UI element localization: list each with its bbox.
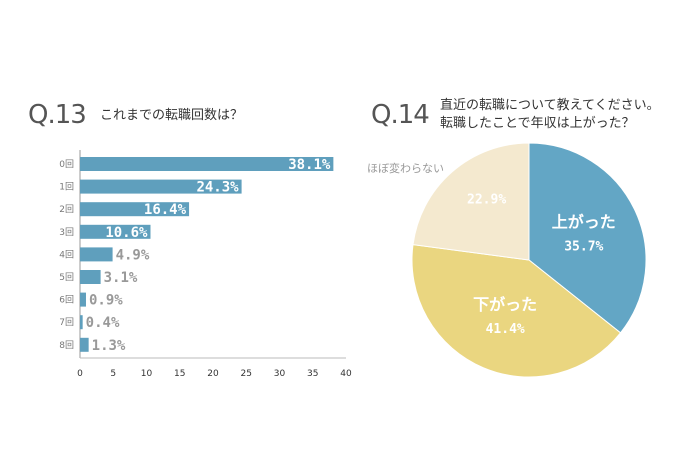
bar-value-label: 0.4% bbox=[86, 315, 120, 331]
pie-slice-label: ほぼ変わらない bbox=[367, 161, 444, 175]
pie-value-label: 41.4% bbox=[486, 322, 525, 337]
bar bbox=[80, 337, 89, 352]
bar bbox=[80, 224, 151, 239]
x-tick-label: 40 bbox=[340, 369, 352, 379]
x-tick-label: 35 bbox=[307, 369, 318, 379]
category-label: 0回 bbox=[59, 159, 74, 170]
pie-value-label: 35.7% bbox=[564, 240, 603, 255]
x-tick-label: 30 bbox=[274, 369, 286, 379]
pie-slice-label: 上がった bbox=[552, 213, 616, 232]
q13-bar-chart: 0回 38.1% 1回 24.3% 2回 16.4% 3回 10.6% 4回 4.9% 5回 3.1%… bbox=[59, 150, 352, 379]
x-tick-label: 0 bbox=[77, 369, 83, 379]
pie-slice-label: 下がった bbox=[473, 295, 537, 314]
bar-value-label: 38.1% bbox=[288, 157, 331, 173]
pie-slice bbox=[412, 142, 530, 261]
category-label: 2回 bbox=[59, 204, 74, 215]
category-label: 3回 bbox=[59, 227, 74, 238]
bar bbox=[80, 179, 242, 194]
q14-question-line1: 直近の転職について教えてください。 bbox=[440, 98, 660, 113]
bar bbox=[80, 247, 113, 262]
pie-slice bbox=[528, 142, 647, 334]
bar bbox=[80, 270, 101, 284]
category-label: 4回 bbox=[59, 249, 74, 260]
bar-value-label: 10.6% bbox=[105, 225, 148, 241]
category-label: 6回 bbox=[59, 295, 74, 306]
q14-number: Q.14 bbox=[371, 100, 430, 130]
category-label: 1回 bbox=[59, 182, 74, 193]
bar-value-label: 0.9% bbox=[89, 293, 123, 309]
pie-value-label: 22.9% bbox=[467, 193, 506, 208]
bar-value-label: 1.3% bbox=[92, 338, 126, 354]
category-label: 8回 bbox=[59, 340, 74, 351]
bar-value-label: 16.4% bbox=[144, 202, 187, 218]
x-tick-label: 10 bbox=[141, 369, 153, 379]
q13-panel: Q.13 これまでの転職回数は？ 0回 38.1% 1回 24.3% 2回 16.4% 3回… bbox=[28, 100, 352, 379]
q14-panel: Q.14 直近の転職について教えてください。 転職したことで年収は上がった？ 上… bbox=[355, 0, 690, 460]
q14-question-line2: 転職したことで年収は上がった？ bbox=[440, 116, 635, 131]
bar bbox=[80, 292, 86, 307]
bar-value-label: 4.9% bbox=[116, 247, 150, 263]
q14-pie-chart: 上がった 35.7% 下がった 41.4% 22.9% ほぼ変わらない bbox=[367, 142, 647, 378]
x-tick-label: 20 bbox=[207, 369, 219, 379]
category-label: 7回 bbox=[59, 317, 74, 328]
category-label: 5回 bbox=[59, 272, 74, 283]
bar-value-label: 24.3% bbox=[196, 180, 239, 196]
q13-number: Q.13 bbox=[28, 100, 87, 130]
bar-value-label: 3.1% bbox=[104, 270, 138, 286]
bar bbox=[80, 157, 334, 171]
x-tick-label: 15 bbox=[174, 369, 185, 379]
pie-slice bbox=[411, 244, 622, 378]
bar bbox=[80, 202, 190, 217]
bar bbox=[80, 315, 83, 330]
q13-question: これまでの転職回数は？ bbox=[100, 108, 244, 123]
x-tick-label: 5 bbox=[110, 369, 116, 379]
x-tick-label: 25 bbox=[241, 369, 252, 379]
